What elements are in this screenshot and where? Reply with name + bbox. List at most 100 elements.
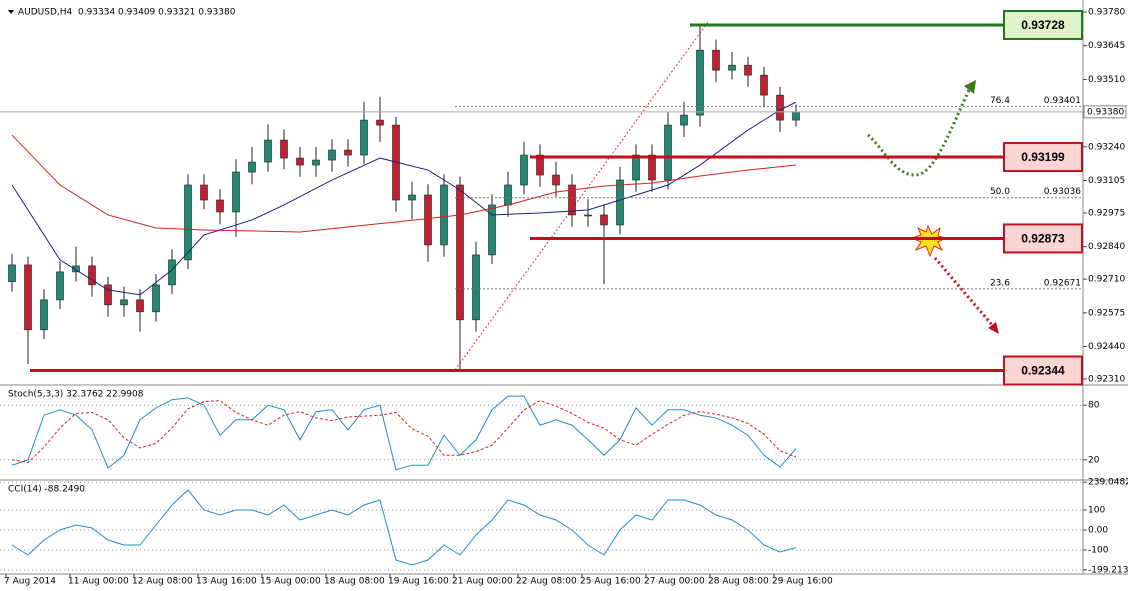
y-tick-label: 239.0482 [1088, 478, 1128, 488]
candle-body [72, 265, 80, 273]
panel-title: AUDUSD,H4 0.93334 0.93409 0.93321 0.9338… [18, 8, 236, 18]
panel-title: CCI(14) -88.2490 [8, 485, 85, 495]
x-tick-label: 11 Aug 00:00 [68, 577, 129, 587]
x-tick-label: 13 Aug 16:00 [196, 577, 257, 587]
candle-body [584, 214, 592, 217]
y-tick-label: 0.93645 [1088, 41, 1125, 51]
key-level-box [1003, 142, 1083, 173]
indicator-line [11, 101, 797, 296]
x-tick-label: 21 Aug 00:00 [452, 577, 513, 587]
candle-body [792, 111, 800, 121]
candle-body [776, 94, 784, 121]
y-tick-label: 0.00 [1088, 526, 1108, 536]
candle-body [56, 271, 64, 301]
y-tick-label: -100 [1088, 546, 1109, 556]
y-tick-label: 100 [1088, 506, 1105, 516]
key-level-box [1003, 223, 1083, 254]
bearish-arrowhead [988, 322, 999, 334]
candle-body [152, 284, 160, 313]
y-tick-label: 80 [1088, 401, 1100, 411]
candle-body [296, 157, 304, 166]
candle-body [232, 171, 240, 213]
y-tick-label: 0.92840 [1088, 242, 1125, 252]
candle-body [600, 214, 608, 226]
candle-body [488, 204, 496, 256]
candle-body [104, 284, 112, 306]
candle-body [376, 119, 384, 126]
x-tick-label: 12 Aug 08:00 [132, 577, 193, 587]
candle-body [504, 184, 512, 206]
y-tick-label: 0.92975 [1088, 208, 1125, 218]
candle-body [408, 194, 416, 201]
x-tick-label: 18 Aug 08:00 [324, 577, 385, 587]
candle-body [616, 179, 624, 226]
x-tick-label: 27 Aug 00:00 [644, 577, 705, 587]
y-tick-label: 0.93780 [1088, 7, 1125, 17]
y-tick-label: 0.92310 [1088, 375, 1125, 385]
candle-body [728, 64, 736, 71]
x-tick-label: 19 Aug 16:00 [388, 577, 449, 587]
candle-body [472, 254, 480, 321]
bullish-arrowhead [964, 80, 976, 94]
candle-body [136, 299, 144, 313]
panel-title: Stoch(5,3,3) 32.3762 22.9908 [8, 390, 144, 400]
candle-body [568, 184, 576, 216]
indicator-line [11, 395, 797, 471]
key-level-label: 0.92873 [1021, 232, 1065, 246]
x-tick-label: 25 Aug 16:00 [580, 577, 641, 587]
candle-body [184, 184, 192, 261]
indicator-line [11, 489, 797, 566]
candle-body [456, 184, 464, 321]
candle-body [712, 49, 720, 71]
candle-body [216, 199, 224, 213]
y-tick-label: 0.93105 [1088, 176, 1125, 186]
candle-body [24, 264, 32, 331]
key-level-label: 0.93199 [1021, 150, 1065, 164]
current-price-box [1083, 105, 1127, 119]
candle-body [744, 64, 752, 76]
candle-body [696, 49, 704, 116]
current-price-label: 0.93380 [1087, 107, 1124, 117]
fib-level-label: 76.4 [990, 96, 1010, 106]
fib-level-label: 23.6 [990, 278, 1010, 288]
key-level-box [1003, 9, 1083, 40]
fib-price-label: 0.93036 [1044, 187, 1081, 197]
candle-body [8, 264, 16, 282]
y-tick-label: 0.93510 [1088, 75, 1125, 85]
candle-body [264, 139, 272, 163]
candle-body [88, 265, 96, 286]
candle-body [664, 124, 672, 181]
indicator-line [11, 134, 797, 233]
key-level-label: 0.93728 [1021, 18, 1065, 32]
candle-body [328, 149, 336, 161]
candle-body [200, 184, 208, 201]
candle-body [248, 161, 256, 173]
y-tick-label: 0.92440 [1088, 342, 1125, 352]
y-tick-label: 0.93240 [1088, 142, 1125, 152]
y-tick-label: -199.2134 [1088, 565, 1128, 575]
breakout-burst [910, 224, 948, 258]
candle-body [552, 174, 560, 186]
x-tick-label: 29 Aug 16:00 [772, 577, 833, 587]
candle-body [344, 149, 352, 156]
candle-body [312, 159, 320, 166]
fib-level-label: 50.0 [990, 187, 1010, 197]
x-tick-label: 7 Aug 2014 [4, 577, 56, 587]
candle-body [632, 154, 640, 181]
y-tick-label: 20 [1088, 455, 1100, 465]
candle-body [760, 74, 768, 96]
candle-body [536, 154, 544, 176]
symbol-marker [8, 10, 14, 14]
candle-body [360, 119, 368, 156]
candle-body [680, 114, 688, 126]
y-tick-label: 0.92575 [1088, 308, 1125, 318]
x-tick-label: 15 Aug 00:00 [260, 577, 321, 587]
candle-body [648, 154, 656, 181]
x-tick-label: 28 Aug 08:00 [708, 577, 769, 587]
key-level-box [1003, 355, 1083, 386]
key-level-label: 0.92344 [1021, 364, 1065, 378]
y-tick-label: 0.92710 [1088, 275, 1125, 285]
candle-body [520, 154, 528, 186]
candle-body [424, 194, 432, 246]
